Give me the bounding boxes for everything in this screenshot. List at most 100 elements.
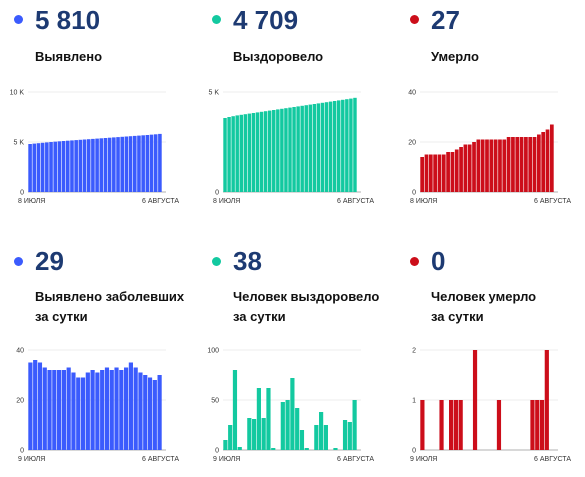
x-start-label: 8 ИЮЛЯ — [410, 198, 437, 205]
bar — [227, 117, 231, 192]
bar — [312, 104, 317, 192]
label-line1: Выявлено заболевших — [35, 289, 185, 304]
y-tick-label: 0 — [215, 448, 219, 455]
bar — [120, 136, 125, 192]
bar — [239, 114, 244, 192]
bar — [449, 400, 454, 450]
label-line2: за сутки — [431, 309, 484, 324]
label-line1: Человек умерло — [431, 289, 537, 304]
bar — [476, 139, 481, 192]
bar — [300, 105, 304, 192]
series-dot — [14, 15, 23, 24]
bar — [320, 102, 325, 192]
bar — [506, 137, 511, 192]
bar — [251, 113, 256, 192]
bar — [314, 425, 319, 450]
bar — [119, 370, 124, 450]
bar — [45, 142, 49, 192]
bar — [47, 370, 52, 450]
label-line2: за сутки — [35, 309, 88, 324]
bar — [158, 133, 162, 192]
bar — [485, 139, 489, 192]
recovered-daily-chart: 0 50 100 9 ИЮЛЯ 6 АВГУСТА — [207, 348, 374, 464]
bar — [132, 135, 137, 192]
bar — [349, 98, 353, 192]
bar — [463, 144, 468, 192]
bar — [532, 137, 537, 192]
series-dot — [212, 257, 221, 266]
bar — [80, 377, 86, 450]
panel-recovered-total: 4 709 Выздоровело 0 5 K 8 ИЮЛЯ 6 АВГУСТА — [195, 0, 385, 230]
bar — [152, 380, 157, 450]
label-line2: за сутки — [233, 309, 286, 324]
y-tick-label: 40 — [16, 348, 24, 355]
bar — [323, 425, 328, 450]
bar — [33, 360, 38, 450]
bar — [537, 134, 541, 192]
bar — [530, 400, 535, 450]
panel-cases-daily: 29 Выявлено заболевших за сутки 0 20 40 9 И… — [0, 240, 190, 477]
bar — [424, 154, 429, 192]
deaths-total-label: Умерло — [431, 47, 479, 67]
bar — [52, 370, 57, 450]
y-tick-label: 0 — [215, 190, 219, 197]
bar — [137, 135, 141, 192]
bar — [124, 367, 129, 450]
bar — [446, 152, 450, 192]
bar — [138, 372, 143, 450]
bar — [347, 422, 352, 450]
bar — [441, 154, 446, 192]
bar — [472, 350, 478, 450]
bar — [95, 372, 100, 450]
bar — [149, 134, 154, 192]
series-dot — [14, 257, 23, 266]
deaths-daily-chart: 0 1 2 9 ИЮЛЯ 6 АВГУСТА — [410, 348, 571, 464]
bar — [266, 388, 271, 450]
cases-daily-value: 29 — [35, 246, 64, 276]
bar — [549, 124, 554, 192]
bar — [124, 136, 129, 192]
recovered-total-chart: 0 5 K 8 ИЮЛЯ 6 АВГУСТА — [208, 90, 374, 206]
bar — [420, 400, 425, 450]
bar — [535, 400, 540, 450]
y-tick-label: 0 — [412, 448, 416, 455]
bar — [328, 101, 333, 192]
bar — [454, 149, 459, 192]
bar — [336, 100, 341, 192]
bar — [324, 102, 329, 192]
bar — [519, 137, 524, 192]
bar — [472, 142, 476, 192]
x-end-label: 6 АВГУСТА — [142, 198, 179, 205]
bar — [36, 143, 41, 192]
bar — [28, 362, 33, 450]
recovered-daily-label: Человек выздоровело за сутки — [233, 287, 379, 327]
x-start-label: 9 ИЮЛЯ — [18, 456, 45, 463]
deaths-daily-label: Человек умерло за сутки — [431, 287, 536, 327]
bar — [247, 418, 252, 450]
label-line1: Выявлено — [35, 49, 103, 64]
bar — [153, 134, 158, 192]
cases-total-chart: 0 5 K 10 K 8 ИЮЛЯ 6 АВГУСТА — [10, 90, 180, 206]
bar — [104, 367, 110, 450]
bar — [82, 139, 87, 192]
x-start-label: 9 ИЮЛЯ — [213, 456, 240, 463]
bar — [493, 139, 498, 192]
bar — [280, 108, 284, 192]
bar — [256, 388, 261, 450]
bar — [223, 440, 228, 450]
y-tick-label: 1 — [412, 398, 416, 405]
bar — [232, 370, 238, 450]
bar — [116, 137, 120, 192]
bar — [95, 138, 99, 192]
bar — [276, 109, 280, 192]
y-tick-label: 50 — [211, 398, 219, 405]
bar — [42, 367, 47, 450]
bar — [271, 448, 276, 450]
bar — [545, 129, 550, 192]
bar — [437, 154, 442, 192]
bar — [37, 362, 43, 450]
y-tick-label: 20 — [16, 398, 24, 405]
bar — [40, 142, 45, 192]
bar — [539, 400, 545, 450]
bar — [100, 370, 105, 450]
